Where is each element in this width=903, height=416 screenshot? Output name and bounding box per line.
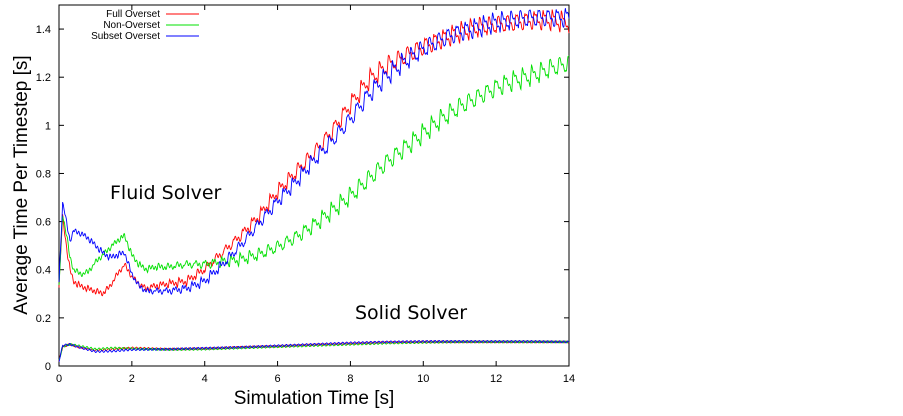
y-tick-label: 0.6 (36, 217, 51, 229)
x-tick-label: 12 (490, 373, 502, 385)
y-tick-label: 1.2 (36, 72, 51, 84)
series-line-fluid-full-overset (58, 9, 570, 297)
legend-label: Non-Overset (103, 20, 160, 31)
y-axis-title: Average Time Per Timestep [s] (11, 55, 32, 314)
x-tick-label: 0 (56, 373, 62, 385)
y-tick-label: 1 (45, 120, 51, 132)
legend-label: Full Overset (106, 9, 160, 20)
annotation-fluid-solver: Fluid Solver (110, 182, 222, 204)
series-line-fluid-subset-overset (58, 8, 570, 295)
y-tick-label: 0 (45, 361, 51, 373)
series-layer (58, 8, 570, 362)
y-tick-label: 0.2 (36, 313, 51, 325)
y-tick-label: 0.4 (36, 265, 51, 277)
x-tick-label: 14 (563, 373, 575, 385)
y-tick-label: 1.4 (36, 24, 51, 36)
axis-ticks: 0 2 4 6 8 10 12 14 0 0.2 0.4 0.6 0.8 1 1.2 1.4 (36, 5, 575, 385)
y-tick-label: 0.8 (36, 168, 51, 180)
x-tick-label: 4 (202, 373, 208, 385)
x-tick-label: 6 (275, 373, 281, 385)
x-tick-label: 10 (417, 373, 429, 385)
series-line-solid-full-overset (58, 340, 570, 362)
annotation-solid-solver: Solid Solver (355, 302, 467, 324)
x-tick-label: 8 (347, 373, 353, 385)
series-line-solid-subset-overset (58, 339, 570, 362)
legend-label: Subset Overset (91, 31, 160, 42)
series-line-fluid-non-overset (58, 55, 570, 286)
x-tick-label: 2 (129, 373, 135, 385)
x-axis-title: Simulation Time [s] (234, 388, 395, 409)
plot-frame (58, 4, 570, 367)
